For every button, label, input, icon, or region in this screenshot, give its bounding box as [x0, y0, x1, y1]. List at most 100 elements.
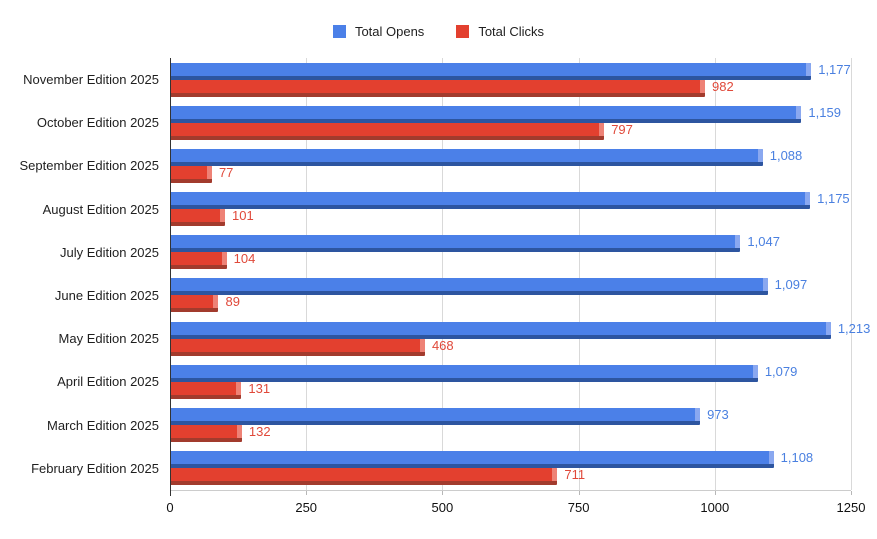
category-label: November Edition 2025 [23, 72, 159, 88]
axis-tick-label: 0 [166, 500, 174, 515]
bar-row: 973 132 [170, 404, 851, 447]
value-label: 1,159 [808, 104, 841, 120]
bar-total-clicks[interactable]: 77 [170, 165, 233, 183]
bar-total-opens[interactable]: 1,079 [170, 364, 797, 382]
legend-swatch-icon [332, 25, 346, 38]
axis-tick [714, 491, 716, 495]
value-label: 1,213 [837, 320, 871, 336]
legend-label: Total Opens [354, 24, 425, 39]
bar-total-opens[interactable]: 1,097 [170, 278, 807, 296]
bar-total-clicks[interactable]: 797 [170, 122, 633, 140]
value-label: 1,108 [780, 450, 814, 466]
axis-tick [578, 491, 580, 495]
bar-total-clicks[interactable]: 104 [170, 252, 255, 270]
legend-item-total-clicks[interactable]: Total Clicks [456, 24, 544, 39]
bar-total-clicks[interactable]: 711 [170, 468, 585, 486]
gridline [851, 58, 852, 490]
bar-row: 1,108 711 [170, 447, 851, 490]
bar-group: 1,088 77 [170, 148, 851, 183]
bar-end-cap [762, 278, 768, 292]
axis-tick-label: 1250 [836, 500, 866, 515]
value-label: 1,047 [747, 234, 780, 250]
bar-total-opens[interactable]: 1,108 [170, 451, 813, 469]
bar-group: 1,047 104 [170, 235, 851, 270]
bar-end-cap [806, 62, 812, 76]
bar-total-opens[interactable]: 1,047 [170, 235, 780, 253]
bar-group: 1,177 982 [170, 62, 851, 97]
bar-total-clicks[interactable]: 468 [170, 338, 454, 356]
bar-total-clicks[interactable]: 982 [170, 79, 734, 97]
bar-row: 1,047 104 [170, 231, 851, 274]
value-label: 468 [431, 337, 454, 353]
bar-row: 1,088 77 [170, 144, 851, 187]
bar-end-cap [236, 425, 242, 438]
category-label: October Edition 2025 [36, 115, 159, 131]
value-label: 982 [711, 78, 734, 94]
value-label: 77 [218, 164, 234, 180]
bar-total-opens[interactable]: 1,088 [170, 148, 802, 166]
category-label: July Edition 2025 [59, 244, 159, 260]
axis-tick-label: 750 [567, 500, 590, 515]
bar-row: 1,079 131 [170, 360, 851, 403]
bar-end-cap [552, 468, 558, 482]
category-label: February Edition 2025 [31, 460, 159, 476]
category-label: September Edition 2025 [19, 158, 159, 174]
bar-row: 1,213 468 [170, 317, 870, 360]
bar-group: 1,175 101 [170, 192, 851, 227]
bar-end-cap [825, 321, 831, 335]
bar-group: 973 132 [170, 408, 851, 442]
value-label: 131 [248, 380, 271, 396]
bar-total-clicks[interactable]: 89 [170, 295, 240, 313]
axis-tick [306, 491, 308, 495]
bar-end-cap [805, 192, 811, 206]
bar-row: 1,097 89 [170, 274, 851, 317]
axis-tick [851, 491, 852, 495]
gridline [578, 58, 580, 490]
bar-end-cap [419, 338, 425, 352]
value-label: 89 [225, 294, 240, 310]
bar-end-cap [213, 295, 219, 309]
value-label: 1,079 [764, 363, 798, 379]
value-label: 1,088 [769, 147, 803, 163]
bar-end-cap [735, 235, 741, 249]
bar-total-opens[interactable]: 1,177 [170, 62, 851, 80]
bar-total-clicks[interactable]: 131 [170, 381, 270, 399]
value-label: 104 [233, 251, 256, 267]
bar-end-cap [768, 451, 774, 465]
category-label: April Edition 2025 [57, 374, 159, 390]
bar-end-cap [221, 252, 227, 266]
bar-end-cap [220, 209, 226, 223]
bar-end-cap [752, 364, 758, 378]
chart-area: November Edition 2025 October Edition 202… [0, 58, 877, 495]
bar-total-opens[interactable]: 1,175 [170, 192, 850, 210]
bar-row: 1,159 797 [170, 101, 851, 144]
y-axis-line [170, 58, 171, 495]
legend: Total Opens Total Clicks [0, 24, 877, 39]
y-axis-labels: November Edition 2025 October Edition 202… [0, 58, 170, 490]
bar-total-opens[interactable]: 1,159 [170, 105, 841, 123]
legend-swatch-icon [456, 25, 470, 38]
x-axis: 0 250 500 750 1000 1250 [166, 490, 865, 524]
bar-end-cap [206, 165, 212, 179]
bar-total-opens[interactable]: 973 [170, 408, 729, 425]
value-label: 797 [611, 121, 633, 137]
legend-item-total-opens[interactable]: Total Opens [332, 24, 425, 39]
bar-end-cap [695, 408, 701, 421]
value-label: 973 [707, 407, 729, 422]
category-label: March Edition 2025 [46, 417, 159, 433]
bar-total-clicks[interactable]: 101 [170, 209, 254, 227]
bar-group: 1,159 797 [170, 105, 851, 140]
axis-tick-label: 250 [295, 500, 318, 515]
axis-tick-label: 1000 [700, 500, 730, 515]
category-label: June Edition 2025 [54, 288, 159, 304]
bar-row: 1,175 101 [170, 188, 851, 231]
bar-total-clicks[interactable]: 132 [170, 425, 271, 442]
gridline [714, 58, 716, 490]
bar-end-cap [599, 122, 605, 136]
legend-label: Total Clicks [478, 24, 545, 39]
axis-tick [442, 491, 444, 495]
category-label: August Edition 2025 [42, 201, 159, 217]
bar-group: 1,108 711 [170, 451, 851, 486]
bar-total-opens[interactable]: 1,213 [170, 321, 870, 339]
